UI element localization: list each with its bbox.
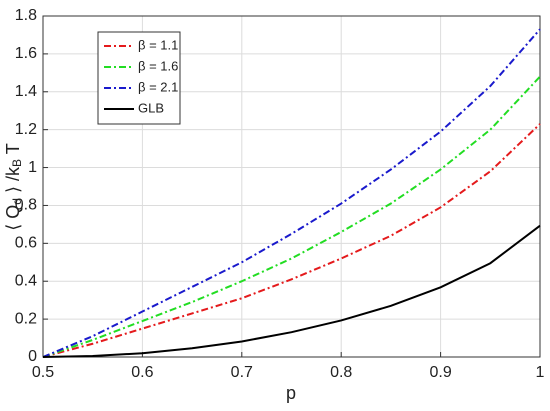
x-tick-label: 0.8 — [330, 364, 352, 381]
y-tick-label: 1.8 — [15, 7, 37, 24]
y-tick-label: 1.6 — [15, 45, 37, 62]
y-tick-label: 0.6 — [15, 235, 37, 252]
y-label-part: B — [10, 159, 24, 167]
y-tick-label: 0.4 — [15, 272, 37, 289]
y-label-part: ⟨ Q — [3, 205, 23, 231]
x-tick-label: 0.6 — [131, 364, 153, 381]
x-tick-label: 0.9 — [429, 364, 451, 381]
x-axis-label: p — [286, 383, 296, 403]
y-label-part: ⟩ /k — [3, 166, 23, 198]
data-line — [42, 224, 541, 358]
y-tick-label: 1.2 — [15, 121, 37, 138]
legend-label: β = 1.1 — [138, 37, 178, 52]
x-tick-label: 0.5 — [32, 364, 54, 381]
legend-label: β = 2.1 — [138, 79, 178, 94]
y-tick-label: 0.8 — [15, 197, 37, 214]
data-line — [42, 123, 541, 358]
y-axis-label: ⟨ Qd ⟩ /kB T — [3, 143, 24, 230]
data-line — [42, 28, 541, 358]
y-label-part: T — [3, 143, 23, 159]
plot-frame — [42, 15, 541, 358]
y-tick-label: 1.4 — [15, 83, 37, 100]
x-tick-label: 1 — [536, 364, 545, 381]
y-tick-label: 0 — [28, 348, 37, 365]
legend-label: β = 1.6 — [138, 58, 178, 73]
x-tick-label: 0.7 — [231, 364, 253, 381]
y-tick-label: 0.2 — [15, 310, 37, 327]
y-label-part: d — [10, 198, 24, 205]
y-tick-label: 1 — [28, 159, 37, 176]
legend-label: GLB — [138, 100, 164, 115]
